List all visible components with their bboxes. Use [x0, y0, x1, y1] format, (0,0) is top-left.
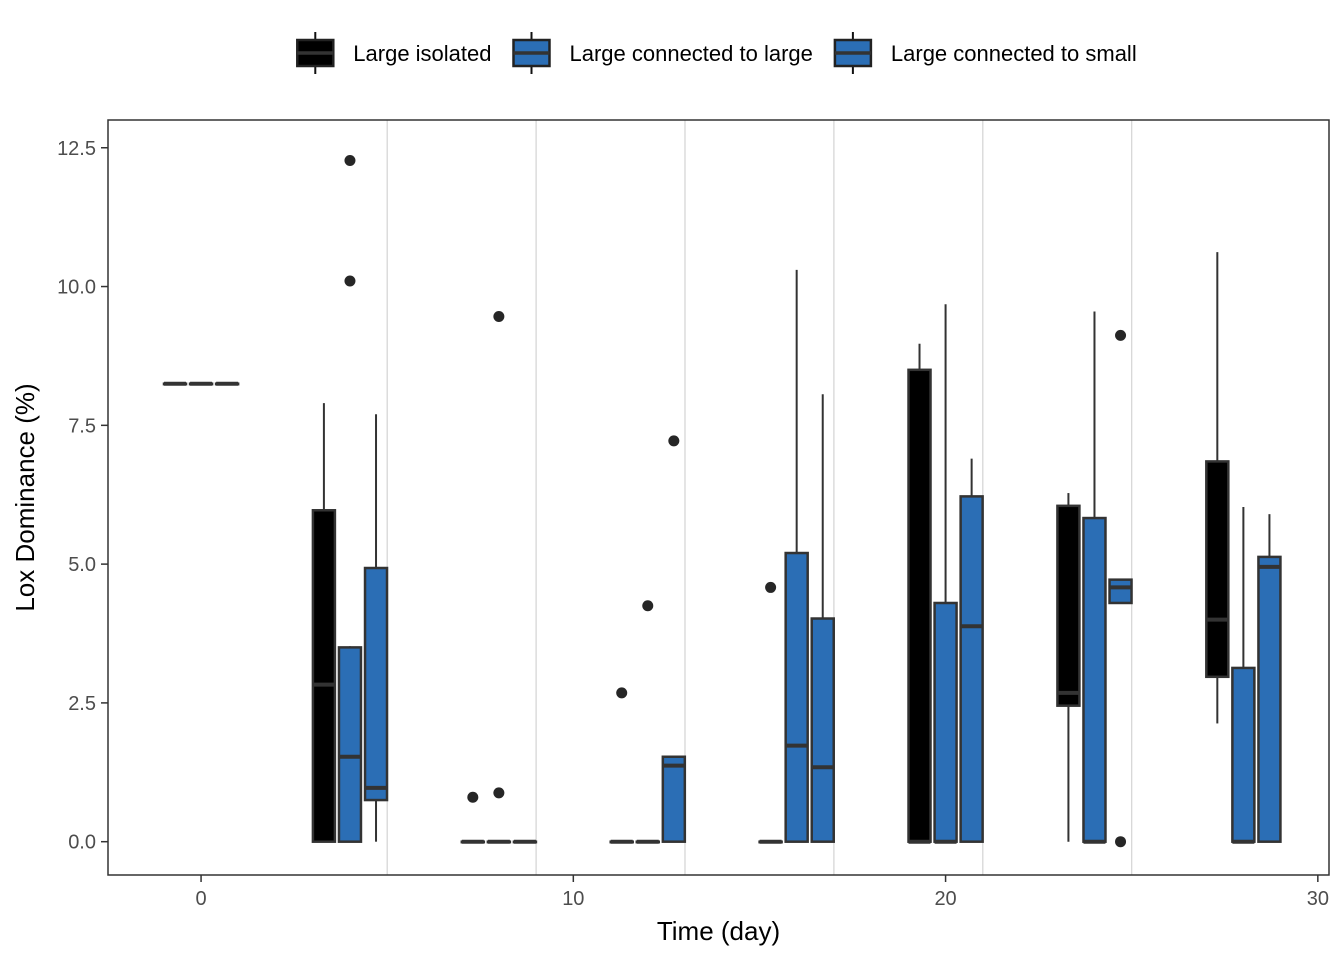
box-t20-s1	[933, 304, 958, 844]
box-t8-s0	[460, 791, 486, 844]
box-t20-s0	[907, 343, 932, 844]
box-t24-s1	[1082, 311, 1107, 844]
outlier-point	[765, 581, 777, 593]
y-tick-label: 0.0	[68, 832, 96, 854]
box-t8-s2	[512, 839, 538, 844]
box-body	[661, 755, 687, 843]
y-axis-title: Lox Dominance (%)	[10, 383, 40, 611]
box-t0-s0	[162, 381, 188, 386]
legend: Large isolated Large connected to large La…	[296, 32, 1137, 74]
box-t16-s1	[784, 269, 809, 843]
x-tick-label: 30	[1307, 888, 1329, 910]
box-t4-s1	[337, 155, 363, 843]
legend-item-3: Large connected to small	[833, 32, 1137, 74]
legend-label: Large connected to large	[569, 41, 812, 66]
x-axis-title: Time (day)	[657, 916, 780, 946]
box-body	[784, 551, 809, 843]
box-t12-s0	[609, 687, 634, 844]
box-t16-s2	[810, 394, 835, 843]
box-body	[907, 368, 932, 843]
outlier-point	[493, 311, 505, 323]
y-tick-label: 2.5	[68, 693, 96, 715]
y-tick-label: 7.5	[68, 415, 96, 437]
box-t24-s0	[1056, 493, 1081, 842]
plot-panel	[107, 119, 1330, 876]
legend-item-1: Large isolated	[296, 32, 492, 74]
box-body	[1205, 460, 1230, 679]
box-t28-s2	[1257, 514, 1282, 843]
panel-background	[108, 120, 1329, 875]
box-body	[311, 509, 337, 843]
boxes	[162, 155, 1282, 848]
box-t12-s1	[635, 600, 661, 844]
box-body	[810, 617, 835, 843]
outlier-point	[1115, 836, 1127, 848]
legend-label: Large connected to small	[891, 41, 1137, 66]
box-body	[1056, 504, 1081, 707]
x-tick-label: 20	[934, 888, 956, 910]
legend-label: Large isolated	[353, 41, 491, 66]
box-t24-s2	[1108, 329, 1133, 848]
outlier-point	[344, 155, 356, 167]
box-t28-s0	[1205, 252, 1230, 724]
box-t8-s1	[486, 311, 512, 844]
legend-item-2: Large connected to large	[512, 32, 813, 74]
box-t0-s2	[214, 381, 240, 386]
outlier-point	[1115, 329, 1127, 341]
box-body	[1231, 666, 1256, 843]
box-body	[1082, 516, 1107, 843]
panel-border	[107, 119, 1330, 876]
x-tick-label: 0	[196, 888, 207, 910]
box-body	[1108, 578, 1133, 605]
outlier-point	[642, 600, 654, 612]
outlier-point	[668, 435, 680, 447]
outlier-point	[616, 687, 628, 699]
box-body	[363, 566, 389, 802]
x-axis: 0 10 20 30	[196, 875, 1329, 910]
box-body	[933, 601, 958, 843]
box-body	[1257, 555, 1282, 843]
outlier-point	[467, 791, 479, 803]
box-t4-s2	[363, 414, 389, 842]
y-tick-label: 12.5	[57, 138, 96, 160]
box-body	[337, 646, 363, 843]
box-t16-s0	[758, 581, 783, 844]
x-tick-label: 10	[562, 888, 584, 910]
box-t4-s0	[311, 403, 337, 843]
y-axis: 0.0 2.5 5.0 7.5 10.0 12.5	[57, 138, 108, 854]
outlier-point	[493, 787, 505, 799]
box-t0-s1	[188, 381, 214, 386]
box-t12-s2	[661, 435, 687, 843]
box-body	[959, 495, 984, 843]
box-t20-s2	[959, 458, 984, 843]
y-tick-label: 10.0	[57, 277, 96, 299]
outlier-point	[344, 275, 356, 287]
box-t28-s1	[1231, 506, 1256, 844]
y-tick-label: 5.0	[68, 554, 96, 576]
